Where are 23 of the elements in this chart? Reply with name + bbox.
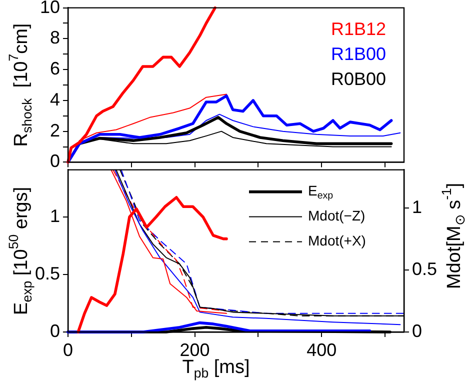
y-tick-label: 10 <box>40 0 60 17</box>
x-tick-label: 0 <box>62 340 74 360</box>
text: R1B12 <box>330 18 386 39</box>
y2-tick-label: 1 <box>412 197 422 218</box>
y-tick-label: 0.5 <box>34 263 60 284</box>
y-tick-label: 0 <box>50 320 60 341</box>
x-tick-label: 200 <box>180 340 210 360</box>
y-tick-label: 6 <box>50 58 60 79</box>
y-axis-title: Eexp [1050 ergs] <box>6 186 34 315</box>
y-tick-label: 2 <box>50 120 60 140</box>
y-tick-label: 0 <box>50 151 60 172</box>
y-tick-label: 8 <box>50 28 60 48</box>
legend-label: Mdot(−Z) <box>308 208 366 224</box>
y-tick-label: 4 <box>50 89 60 110</box>
y2-tick-label: 0.5 <box>412 259 438 280</box>
text: R1B00 <box>330 44 386 64</box>
y-axis-title: Rshock [107cm] <box>6 23 34 147</box>
text: R0B00 <box>330 68 386 89</box>
y2-tick-label: 0 <box>412 320 422 341</box>
y-tick-label: 1 <box>50 206 60 226</box>
legend-label: Mdot(+X) <box>308 232 366 249</box>
y2-axis-title: Mdot[M⊙ s-1] <box>439 182 467 290</box>
x-tick-label: 400 <box>306 340 337 360</box>
